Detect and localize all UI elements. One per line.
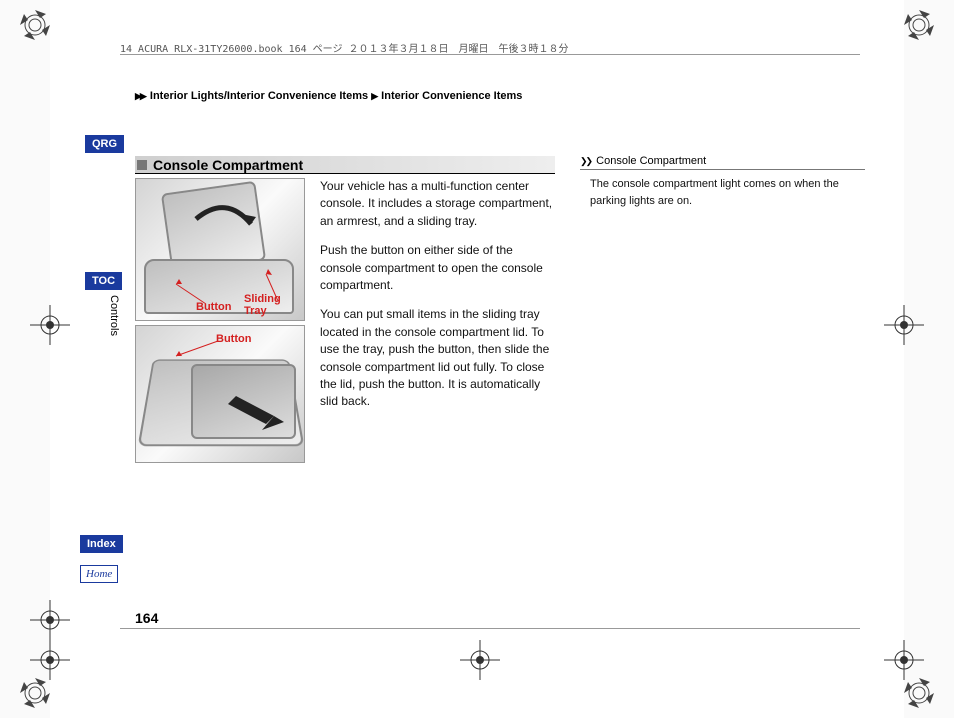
triangle-icon: ▶▶	[135, 91, 145, 101]
section-heading: Console Compartment	[135, 156, 555, 174]
breadcrumb: ▶▶ Interior Lights/Interior Convenience …	[135, 90, 522, 102]
page-number: 164	[135, 610, 158, 626]
nav-qrg-button[interactable]: QRG	[85, 135, 124, 153]
crop-cross-icon	[30, 600, 70, 640]
triangle-icon: ▶	[371, 91, 376, 101]
nav-toc-button[interactable]: TOC	[85, 272, 122, 290]
body-paragraph: You can put small items in the sliding t…	[320, 306, 555, 410]
crop-cross-icon	[884, 305, 924, 345]
body-paragraph: Your vehicle has a multi-function center…	[320, 178, 555, 230]
nav-home-button[interactable]: Home	[80, 565, 118, 583]
crop-cross-icon	[884, 640, 924, 680]
double-chevron-icon: ❯❯	[580, 156, 591, 166]
square-bullet-icon	[137, 160, 147, 170]
figure-console-open: Button Sliding Tray	[135, 178, 305, 321]
callout-button: Button	[216, 333, 251, 345]
callout-button: Button	[196, 301, 231, 313]
crop-cross-icon	[30, 640, 70, 680]
body-column: Your vehicle has a multi-function center…	[320, 178, 555, 423]
sidebar-note: The console compartment light comes on w…	[590, 176, 860, 209]
registration-mark-icon	[20, 10, 50, 40]
callout-sliding-tray: Sliding Tray	[244, 293, 281, 317]
section-title: Console Compartment	[153, 157, 303, 173]
sidebar-heading: ❯❯ Console Compartment	[580, 155, 865, 170]
sidebar-heading-text: Console Compartment	[596, 155, 706, 167]
book-info-line: 14 ACURA RLX-31TY26000.book 164 ページ ２０１３…	[120, 40, 568, 55]
registration-mark-icon	[904, 10, 934, 40]
footer-rule	[120, 628, 860, 629]
body-paragraph: Push the button on either side of the co…	[320, 242, 555, 294]
crop-cross-icon	[460, 640, 500, 680]
registration-mark-icon	[20, 678, 50, 708]
figure-console-slide: Button	[135, 325, 305, 463]
crop-cross-icon	[30, 305, 70, 345]
nav-index-button[interactable]: Index	[80, 535, 123, 553]
registration-mark-icon	[904, 678, 934, 708]
header-rule	[120, 54, 860, 55]
breadcrumb-seg: Interior Lights/Interior Convenience Ite…	[150, 90, 368, 102]
breadcrumb-seg: Interior Convenience Items	[381, 90, 522, 102]
section-side-label: Controls	[108, 295, 120, 336]
